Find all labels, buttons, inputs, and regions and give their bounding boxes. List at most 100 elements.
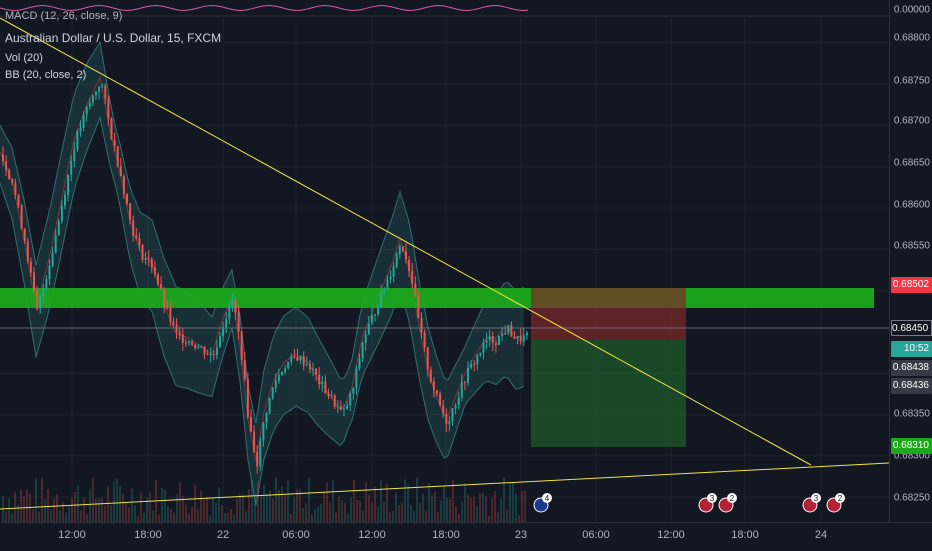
volume-bar: [86, 514, 88, 522]
volume-bar: [245, 511, 247, 522]
time-label: 12:00: [58, 529, 86, 541]
volume-bar: [197, 509, 199, 522]
volume-bar: [341, 499, 343, 522]
event-count: 2: [838, 494, 843, 503]
time-label: 06:00: [282, 529, 310, 541]
volume-bar: [230, 508, 232, 522]
volume-bar: [428, 482, 430, 522]
volume-legend[interactable]: Vol (20): [5, 52, 43, 64]
candle-body: [454, 405, 457, 409]
volume-bar: [35, 478, 37, 522]
candle-body: [308, 364, 311, 370]
volume-bar: [368, 494, 370, 522]
volume-bar: [422, 493, 424, 522]
volume-bar: [380, 480, 382, 522]
bollinger-lower: [0, 115, 525, 506]
candle-body: [513, 336, 516, 339]
volume-bar: [374, 486, 376, 522]
last-price-badge: 0.68450: [891, 320, 932, 336]
candle-body: [519, 336, 522, 342]
candle-body: [482, 342, 485, 353]
candle-body: [442, 405, 445, 414]
ascending-trendline: [0, 462, 890, 510]
candle-body: [67, 174, 70, 195]
economic-event-icon[interactable]: 3: [698, 493, 717, 513]
volume-bar: [275, 477, 277, 522]
candle-body: [423, 332, 426, 348]
candle-body: [23, 228, 26, 242]
volume-bar: [509, 482, 511, 522]
macd-legend[interactable]: MACD (12, 26, close, 9): [5, 10, 123, 22]
volume-bar: [173, 512, 175, 522]
volume-bar: [464, 483, 466, 522]
economic-event-icon[interactable]: 2: [826, 493, 845, 513]
candle-body: [101, 85, 104, 87]
time-label: 23: [514, 529, 528, 541]
volume-bar: [365, 481, 367, 522]
countdown-badge: 10:52: [891, 341, 932, 357]
candle-body: [191, 341, 194, 345]
candle-body: [395, 253, 398, 267]
candle-body: [119, 166, 122, 177]
price-chart[interactable]: 4 3 2 3 2: [0, 0, 890, 522]
candle-body: [525, 332, 528, 336]
candle-body: [212, 354, 215, 356]
event-count: 4: [545, 494, 550, 503]
candle-body: [448, 420, 451, 425]
bollinger-fill: [0, 42, 524, 506]
volume-bar: [257, 480, 259, 522]
candle-body: [33, 272, 35, 290]
symbol-title[interactable]: Australian Dollar / U.S. Dollar, 15, FXC…: [5, 31, 222, 45]
bid-price-badge: 0.68438: [891, 360, 932, 376]
volume-bar: [134, 505, 136, 522]
candle-body: [250, 417, 252, 432]
candle-body: [312, 368, 314, 370]
candle-body: [11, 178, 14, 184]
candle-body: [460, 381, 463, 398]
candle-body: [401, 246, 404, 251]
economic-event-icon[interactable]: 2: [718, 493, 737, 513]
volume-bar: [500, 498, 502, 522]
candle-body: [157, 274, 159, 285]
candle-body: [299, 356, 302, 361]
candle-body: [262, 422, 265, 441]
volume-bar: [74, 491, 76, 522]
volume-bar: [23, 496, 25, 522]
time-scale[interactable]: 12:00 18:00 22 06:00 12:00 18:00 23 06:0…: [0, 522, 932, 551]
volume-bar: [95, 498, 97, 522]
candle-body: [188, 341, 190, 343]
volume-bar: [359, 500, 361, 522]
candle-body: [126, 194, 128, 204]
volume-bar: [206, 496, 208, 522]
candle-body: [336, 406, 339, 408]
volume-bar: [209, 515, 211, 522]
volume-bar: [302, 507, 304, 522]
economic-event-icon[interactable]: 3: [802, 493, 821, 513]
volume-bar: [41, 477, 43, 522]
volume-bar: [92, 477, 94, 522]
candle-body: [405, 250, 407, 260]
volume-bar: [188, 513, 190, 522]
candle-body: [194, 344, 197, 348]
volume-bar: [11, 512, 13, 522]
price-tick: 0.68700: [893, 115, 930, 127]
candle-body: [48, 266, 51, 280]
support-zone: [0, 288, 874, 308]
volume-bar: [326, 482, 328, 522]
volume-bar: [515, 493, 517, 522]
volume-bar: [314, 508, 316, 522]
candle-body: [494, 342, 497, 346]
candle-body: [181, 334, 184, 343]
price-tick: 0.68300: [893, 450, 930, 462]
volume-bar: [125, 503, 127, 522]
volume-bar: [356, 499, 358, 522]
chart-canvas[interactable]: 4 3 2 3 2 MACD (12, 26, close, 9) Australian…: [0, 0, 890, 522]
volume-bar: [149, 492, 151, 522]
bollinger-legend[interactable]: BB (20, close, 2): [5, 69, 87, 81]
candle-body: [113, 139, 116, 147]
volume-bar: [104, 505, 106, 522]
price-scale[interactable]: 0.00000 0.68800 0.68750 0.68700 0.68650 …: [889, 0, 932, 522]
economic-event-icon[interactable]: 4: [533, 493, 552, 513]
volume-bar: [203, 499, 205, 522]
candle-body: [2, 154, 4, 162]
